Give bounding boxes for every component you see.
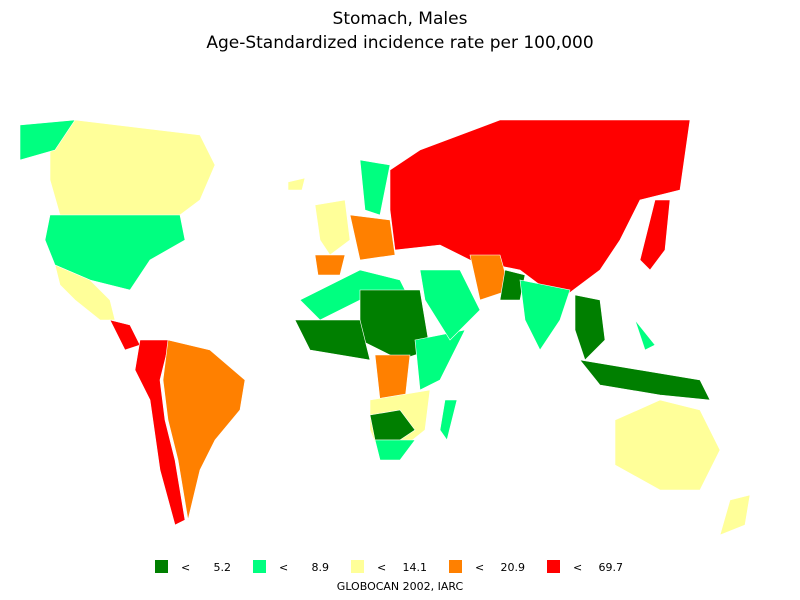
region: [19, 119, 76, 161]
legend-symbol: <: [475, 561, 484, 574]
legend-value: 69.7: [599, 561, 624, 574]
region: [614, 399, 721, 491]
title-line: Age-Standardized incidence rate per 100,…: [206, 33, 593, 53]
region: [294, 319, 371, 361]
legend-symbol: <: [573, 561, 582, 574]
title-line: Stomach, Males: [333, 9, 468, 29]
legend-value: 20.9: [501, 561, 526, 574]
region: [359, 159, 391, 216]
legend-value: 8.9: [312, 561, 330, 574]
region: [374, 439, 416, 461]
legend-symbol: <: [377, 561, 386, 574]
world-map: [19, 119, 751, 536]
region: [369, 409, 416, 441]
region: [287, 177, 306, 191]
region: [134, 339, 186, 526]
region: [349, 214, 396, 261]
source-note: GLOBOCAN 2002, IARC: [337, 580, 464, 593]
region: [109, 319, 141, 351]
region: [314, 199, 351, 256]
legend-symbol: <: [279, 561, 288, 574]
legend-value: 14.1: [403, 561, 428, 574]
region: [414, 329, 466, 391]
region: [639, 199, 671, 271]
legend-symbol: <: [181, 561, 190, 574]
region: [719, 494, 751, 536]
region: [389, 119, 691, 301]
region: [374, 354, 411, 401]
legend-swatch: [449, 560, 462, 573]
region: [579, 359, 711, 401]
legend-swatch: [547, 560, 560, 573]
region: [44, 214, 186, 291]
region: [499, 269, 526, 301]
region: [634, 319, 656, 351]
region: [54, 264, 116, 321]
region: [419, 269, 481, 341]
legend-swatch: [155, 560, 168, 573]
region: [314, 254, 346, 276]
legend-swatch: [253, 560, 266, 573]
region: [574, 294, 606, 361]
legend: <5.2 <8.9 <14.1 <20.9 <69.7: [155, 560, 623, 574]
region: [519, 279, 571, 351]
region: [162, 339, 246, 521]
region: [439, 399, 458, 441]
legend-swatch: [351, 560, 364, 573]
region: [49, 119, 216, 226]
legend-value: 5.2: [214, 561, 232, 574]
